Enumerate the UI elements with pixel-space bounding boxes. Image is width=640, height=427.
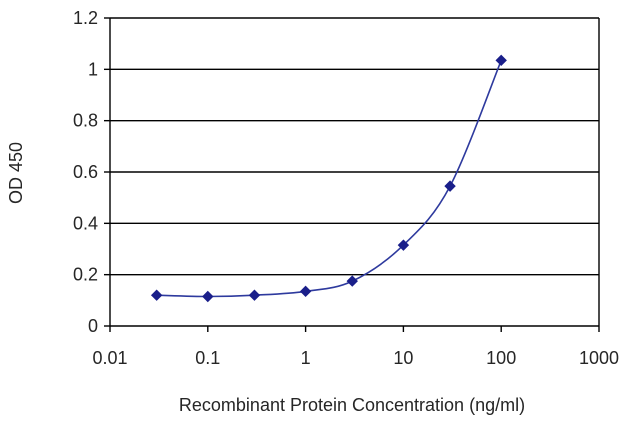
y-tick-label: 0 (88, 316, 98, 336)
y-axis-ticks: 0 0.2 0.4 0.6 0.8 1 1.2 (73, 8, 110, 336)
y-axis-title: OD 450 (6, 142, 26, 204)
data-point-marker (248, 289, 261, 301)
x-tick-label: 1000 (579, 348, 619, 368)
y-tick-label: 0.6 (73, 162, 98, 182)
y-tick-label: 1.2 (73, 8, 98, 28)
data-point-marker (444, 180, 456, 192)
data-point-marker (202, 290, 214, 303)
x-tick-label: 10 (393, 348, 413, 368)
x-axis-ticks: 0.01 0.1 1 10 100 1000 (92, 326, 619, 368)
series-line (156, 60, 502, 298)
x-tick-label: 0.1 (195, 348, 220, 368)
x-tick-label: 0.01 (92, 348, 127, 368)
y-tick-label: 1 (88, 59, 98, 79)
data-point-marker (495, 54, 507, 67)
y-tick-label: 0.4 (73, 213, 98, 233)
data-point-marker (346, 275, 358, 287)
x-tick-label: 100 (486, 348, 516, 368)
y-tick-label: 0.2 (73, 265, 98, 285)
y-tick-label: 0.8 (73, 111, 98, 131)
data-point-marker (150, 289, 163, 301)
x-axis-title: Recombinant Protein Concentration (ng/ml… (179, 395, 525, 415)
data-series (150, 54, 507, 303)
data-point-marker (299, 285, 312, 298)
x-tick-label: 1 (301, 348, 311, 368)
data-point-marker (397, 239, 410, 251)
grid-lines (110, 17, 599, 276)
